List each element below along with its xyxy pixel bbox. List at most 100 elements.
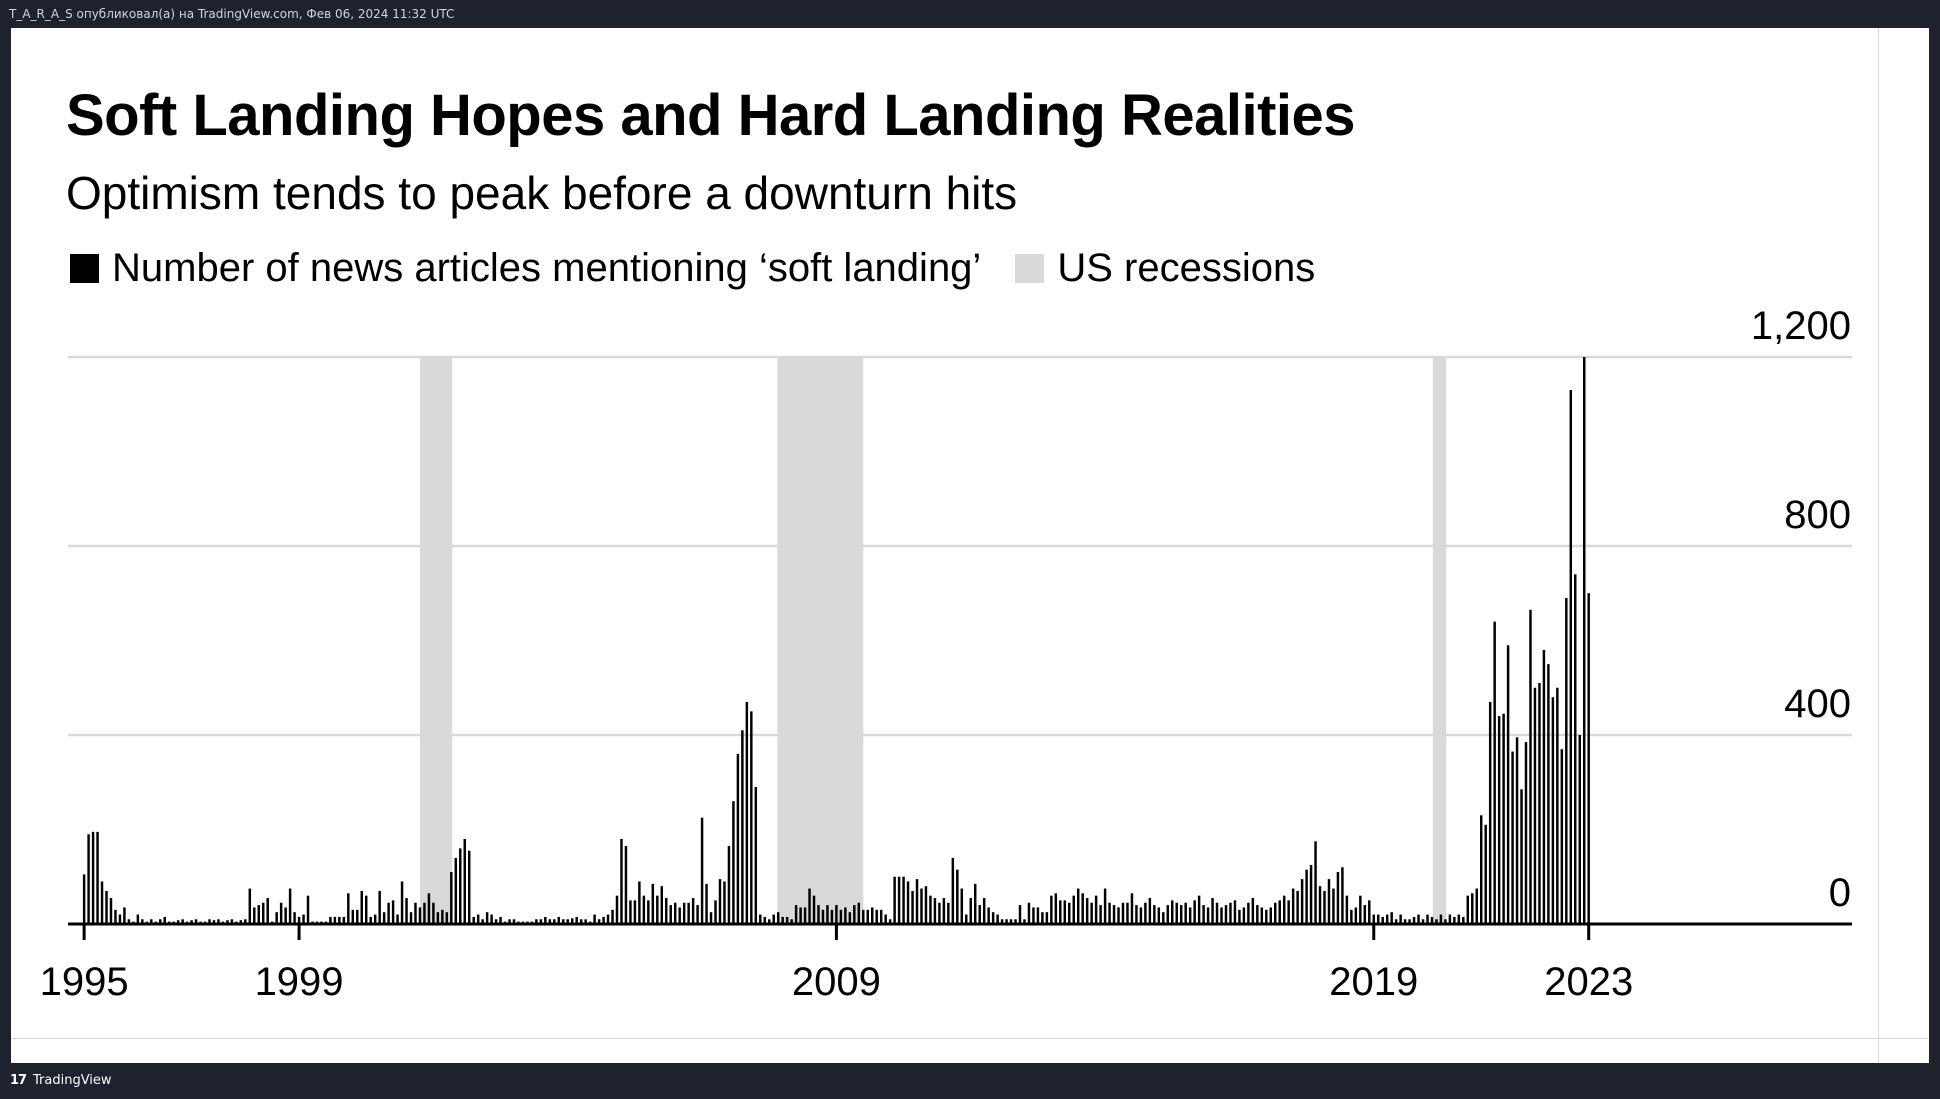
bar	[445, 912, 449, 924]
bar	[1265, 909, 1268, 924]
bar	[1260, 907, 1264, 924]
bar	[123, 907, 126, 924]
bar	[973, 883, 977, 924]
recession-band-1	[419, 357, 453, 924]
bar	[1462, 916, 1465, 924]
bar	[866, 909, 869, 924]
bar	[472, 916, 475, 924]
bar	[338, 916, 341, 924]
y-tick-label: 1,200	[1751, 304, 1851, 348]
bar	[450, 872, 453, 924]
bar	[262, 902, 265, 924]
bar	[642, 895, 646, 924]
bar	[741, 730, 744, 924]
recession-shading	[419, 357, 1447, 924]
bar	[1153, 905, 1156, 924]
bar	[933, 898, 937, 924]
bar	[1412, 916, 1416, 924]
bar	[593, 914, 596, 924]
bar	[306, 895, 310, 924]
bar	[1350, 909, 1353, 924]
legend-item-recessions: US recessions	[1015, 246, 1315, 291]
bar	[1000, 919, 1004, 924]
tradingview-brand[interactable]: TradingView	[33, 1073, 112, 1088]
bar	[1224, 905, 1228, 924]
bar	[1103, 888, 1107, 924]
bar	[1314, 841, 1317, 924]
attribution-bar: T_A_R_A_S опубликовал(а) на TradingView.…	[0, 0, 1940, 28]
bar	[633, 900, 637, 924]
bar	[673, 902, 677, 924]
x-tick-label: 1999	[255, 960, 344, 1004]
bar	[1027, 902, 1031, 924]
bar	[1359, 895, 1362, 924]
bar	[387, 902, 390, 924]
bar	[217, 919, 220, 924]
bar	[329, 916, 332, 924]
bar	[597, 919, 601, 924]
bar	[1108, 902, 1111, 924]
legend-swatch-articles	[70, 254, 99, 283]
bar	[1542, 649, 1546, 924]
bar	[1506, 645, 1510, 924]
bar	[427, 893, 431, 924]
bar	[1072, 895, 1075, 924]
bar	[1005, 919, 1008, 924]
bar	[629, 900, 632, 924]
bar	[821, 909, 825, 924]
bar	[584, 919, 587, 924]
bar	[1099, 905, 1102, 924]
tradingview-logo-icon[interactable]: 17	[10, 1073, 27, 1088]
bar	[875, 909, 878, 924]
bar	[1408, 919, 1411, 924]
bar	[794, 905, 798, 924]
bar	[1394, 919, 1398, 924]
bar	[1291, 888, 1295, 924]
bar	[485, 912, 489, 924]
bar	[1050, 895, 1053, 924]
bar	[942, 898, 946, 924]
bar	[414, 902, 417, 924]
bar	[1484, 824, 1487, 924]
bar	[1211, 898, 1214, 924]
bar	[1323, 890, 1326, 924]
bar	[476, 914, 480, 924]
bar	[799, 907, 802, 924]
bar	[723, 881, 726, 924]
bar	[364, 895, 368, 924]
bar	[1215, 902, 1219, 924]
bar	[562, 919, 565, 924]
bar	[830, 909, 834, 924]
bar	[1282, 895, 1286, 924]
bar	[951, 857, 955, 924]
bar	[1139, 907, 1143, 924]
bar	[539, 919, 543, 924]
bar	[1220, 907, 1223, 924]
bar	[566, 919, 569, 924]
bar	[432, 902, 435, 924]
bar	[490, 914, 493, 924]
bar	[1368, 900, 1371, 924]
bar	[1327, 879, 1331, 924]
x-tick-label: 1995	[40, 960, 129, 1004]
bar	[736, 753, 740, 924]
y-tick-label: 0	[1829, 871, 1851, 915]
bar	[991, 912, 995, 924]
bar	[1381, 916, 1384, 924]
bar	[499, 916, 502, 924]
bar	[862, 909, 865, 924]
bar	[678, 907, 681, 924]
bar	[190, 920, 193, 924]
legend-swatch-recessions	[1015, 254, 1045, 283]
bar	[1488, 701, 1492, 924]
bar	[82, 874, 86, 924]
y-tick-label: 800	[1784, 493, 1851, 537]
bar	[1251, 898, 1255, 924]
bar	[1435, 919, 1438, 924]
bar	[1529, 609, 1532, 924]
bar	[342, 916, 346, 924]
bar	[1247, 902, 1250, 924]
bar	[956, 869, 959, 924]
bar	[745, 701, 749, 924]
bar	[1385, 914, 1389, 924]
